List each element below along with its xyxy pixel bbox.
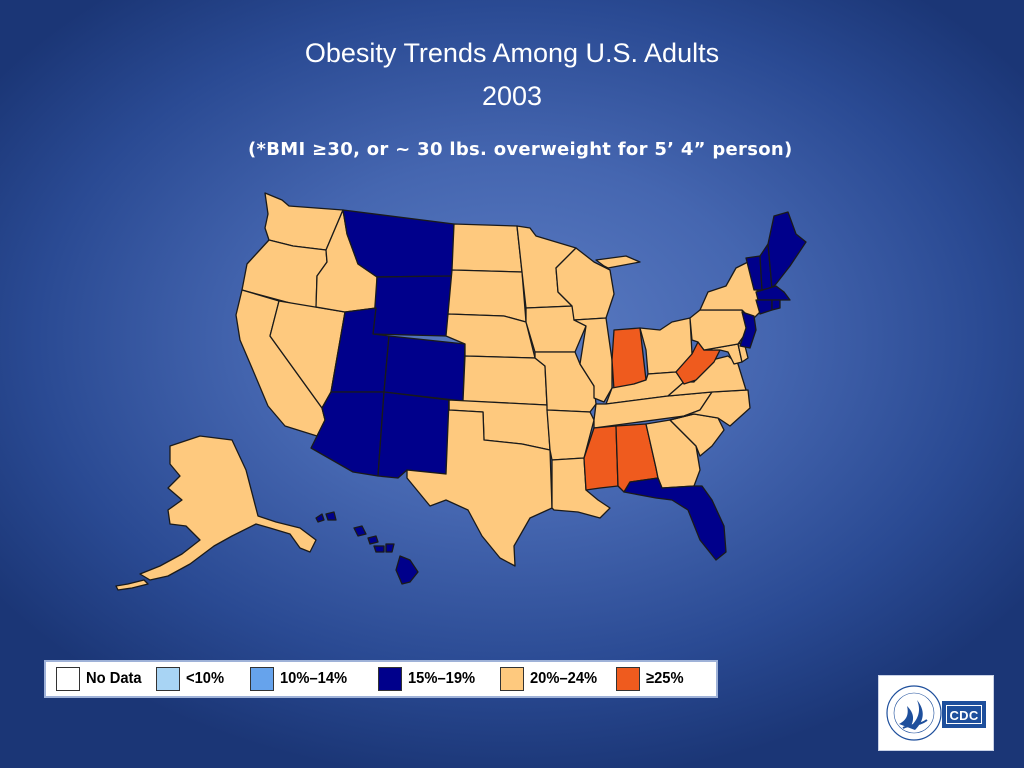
state-co [383,335,466,402]
legend-item-20-24: 20%–24% [500,662,603,696]
legend-label-20-24: 20%–24% [530,670,598,687]
map-subtitle: (*BMI ≥30, or ~ 30 lbs. overweight for 5… [248,139,793,160]
hhs-cdc-logo: CDC [878,675,994,751]
hhs-seal-icon [886,685,942,741]
legend-swatch-10-14 [250,667,274,691]
state-wy [372,275,453,337]
legend-swatch-no-data [56,667,80,691]
state-wi [555,247,615,321]
legend-label-lt10: <10% [186,670,225,687]
state-fl [623,477,727,561]
state-mi [595,255,641,269]
map-year: 2003 [481,81,543,111]
legend-item-lt10: <10% [156,662,227,696]
legend-item-10-14: 10%–14% [250,662,353,696]
map-title: Obesity Trends Among U.S. Adults [304,38,720,68]
state-in [611,327,647,391]
legend-swatch-ge25 [616,667,640,691]
state-nj [739,311,757,349]
state-nd [451,223,523,273]
legend-label-ge25: ≥25% [646,670,684,687]
legend-label-10-14: 10%–14% [280,670,348,687]
legend: No Data <10% 10%–14% 15%–19% 20%–24% ≥25… [44,660,718,698]
legend-item-15-19: 15%–19% [378,662,481,696]
state-ak [139,435,317,581]
legend-item-no-data: No Data [56,662,146,696]
state-hi [315,511,419,585]
state-ks [462,355,548,406]
legend-swatch-20-24 [500,667,524,691]
cdc-logo-text: CDC [946,705,982,724]
legend-label-15-19: 15%–19% [408,670,476,687]
state-me [767,211,807,289]
state-nc [669,389,751,427]
legend-swatch-lt10 [156,667,180,691]
state-ri [771,299,781,311]
legend-label-no-data: No Data [86,670,142,687]
cdc-logo-mark: CDC [942,701,986,728]
state-tx [406,399,553,567]
legend-swatch-15-19 [378,667,402,691]
state-il [573,317,613,403]
legend-item-ge25: ≥25% [616,662,687,696]
state-nm [377,391,450,479]
state-ak-aleutians [115,579,149,591]
